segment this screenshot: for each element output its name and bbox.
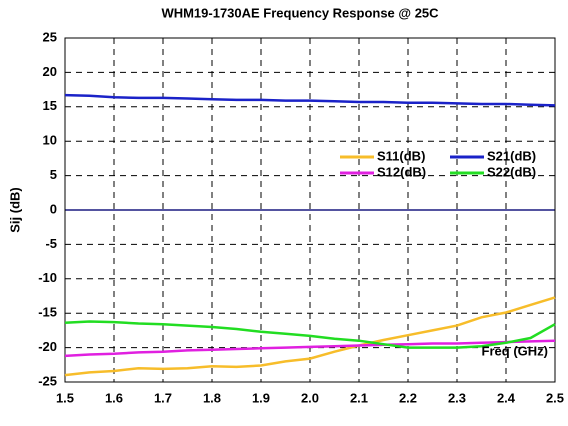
x-axis-label: Freq (GHz): [482, 343, 548, 358]
legend-label: S22(dB): [487, 164, 536, 179]
x-tick-label: 2.1: [350, 390, 368, 405]
x-tick-label: 2.4: [497, 390, 516, 405]
x-tick-label: 2.0: [301, 390, 319, 405]
y-tick-label: 25: [43, 29, 57, 44]
x-tick-label: 2.3: [448, 390, 466, 405]
x-tick-label: 1.5: [56, 390, 74, 405]
chart-title: WHM19-1730AE Frequency Response @ 25C: [161, 5, 439, 20]
legend-label: S11(dB): [377, 148, 425, 163]
y-tick-label: 0: [50, 201, 57, 216]
y-axis-label: Sij (dB): [7, 187, 22, 233]
y-tick-label: -5: [45, 236, 57, 251]
plot-border: [64, 37, 556, 383]
x-tick-label: 1.6: [105, 390, 123, 405]
series-line: [64, 320, 556, 349]
series-line: [64, 339, 556, 358]
y-tick-label: 15: [43, 98, 57, 113]
x-tick-label: 2.5: [546, 390, 564, 405]
legend-label: S21(dB): [487, 148, 536, 163]
y-tick-label: -15: [38, 305, 57, 320]
y-tick-label: 10: [43, 133, 57, 148]
legend-label: S12(dB): [377, 164, 426, 179]
x-tick-label: 1.7: [154, 390, 172, 405]
x-tick-label: 1.8: [203, 390, 221, 405]
x-tick-label: 2.2: [399, 390, 417, 405]
series-line: [64, 93, 556, 107]
y-tick-label: 5: [50, 167, 57, 182]
series-line: [64, 296, 556, 377]
y-tick-label: 20: [43, 64, 57, 79]
y-tick-label: -20: [38, 339, 57, 354]
x-tick-label: 1.9: [252, 390, 270, 405]
y-tick-label: -25: [38, 373, 57, 388]
y-tick-label: -10: [38, 270, 57, 285]
